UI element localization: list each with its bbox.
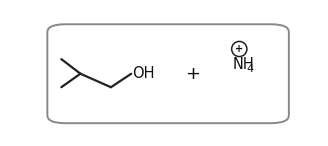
Text: +: + <box>185 65 200 83</box>
Text: 4: 4 <box>246 64 254 74</box>
Text: OH: OH <box>133 66 155 81</box>
Text: NH: NH <box>233 57 255 72</box>
Text: +: + <box>235 44 243 54</box>
FancyBboxPatch shape <box>47 24 289 123</box>
Ellipse shape <box>232 41 247 57</box>
